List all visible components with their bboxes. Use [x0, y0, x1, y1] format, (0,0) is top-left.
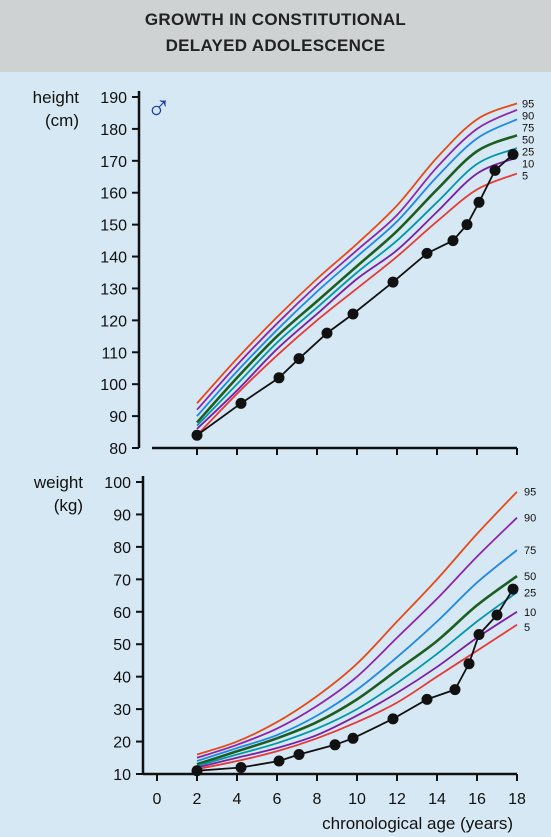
height-patient-point — [461, 219, 473, 231]
weight-x-tick-label: 14 — [428, 791, 446, 808]
height-patient-point — [473, 196, 485, 208]
weight-patient-point — [507, 583, 519, 595]
height-y-tick-label: 100 — [100, 377, 127, 394]
weight-patient-point — [273, 755, 285, 767]
weight-patient-point — [387, 713, 399, 725]
male-symbol-icon: ♂ — [146, 88, 172, 126]
height-percentile-label-50: 50 — [522, 134, 534, 146]
weight-y-tick-label: 100 — [104, 475, 131, 492]
height-percentile-label-10: 10 — [522, 158, 534, 170]
weight-x-tick-label: 10 — [348, 791, 366, 808]
weight-patient-point — [347, 732, 359, 744]
weight-y-tick-label: 90 — [113, 507, 131, 524]
weight-x-tick-label: 18 — [508, 791, 526, 808]
weight-x-tick-label: 16 — [468, 791, 486, 808]
height-y-title-line-2: (cm) — [45, 111, 79, 130]
weight-x-tick-label: 6 — [273, 791, 282, 808]
weight-patient-point — [463, 658, 475, 670]
height-y-tick-label: 140 — [100, 250, 127, 267]
height-patient-point — [321, 327, 333, 339]
height-y-tick-label: 120 — [100, 313, 127, 330]
weight-y-tick-label: 20 — [113, 735, 131, 752]
weight-x-tick-label: 8 — [313, 791, 322, 808]
weight-y-tick-label: 80 — [113, 540, 131, 557]
weight-y-tick-label: 10 — [113, 767, 131, 784]
height-y-title-line-1: height — [33, 88, 80, 107]
height-patient-point — [387, 276, 399, 288]
height-patient-point — [421, 247, 433, 259]
weight-percentile-label-10: 10 — [524, 607, 536, 619]
weight-x-axis-title: chronological age (years) — [322, 814, 513, 833]
chart-title-line-2: DELAYED ADOLESCENCE — [165, 36, 386, 55]
height-percentile-label-90: 90 — [522, 110, 534, 122]
weight-y-tick-label: 30 — [113, 702, 131, 719]
height-patient-point — [235, 397, 247, 409]
weight-patient-point — [191, 765, 203, 777]
weight-patient-point — [449, 684, 461, 696]
height-y-tick-label: 170 — [100, 154, 127, 171]
height-percentile-label-5: 5 — [522, 170, 528, 182]
weight-patient-point — [473, 628, 485, 640]
height-patient-point — [489, 164, 501, 176]
height-patient-point — [447, 235, 459, 247]
height-percentile-label-95: 95 — [522, 98, 534, 110]
height-y-tick-label: 80 — [109, 441, 127, 458]
weight-chart: 10 20 30 40 50 60 70 80 90 100 0 2 4 6 8 10 12 14 16 18 weig… — [33, 473, 536, 833]
weight-percentile-10-line — [196, 611, 518, 769]
weight-y-title-line-1: weight — [33, 473, 83, 492]
weight-percentile-label-75: 75 — [524, 545, 536, 557]
height-percentile-10-line — [196, 156, 518, 430]
weight-percentile-75-line — [196, 549, 518, 762]
height-patient-point — [191, 429, 203, 441]
height-percentile-25-line — [196, 147, 518, 427]
weight-percentile-90-line — [196, 517, 518, 759]
height-percentile-75-line — [196, 118, 518, 417]
weight-percentile-5-line — [196, 624, 518, 771]
weight-y-title-line-2: (kg) — [54, 496, 83, 515]
weight-y-tick-label: 70 — [113, 572, 131, 589]
weight-percentile-label-95: 95 — [524, 487, 536, 499]
chart-title-line-1: GROWTH IN CONSTITUTIONAL — [144, 10, 407, 29]
weight-x-tick-label: 4 — [233, 791, 242, 808]
weight-x-tick-label: 2 — [193, 791, 202, 808]
weight-percentile-25-line — [196, 591, 518, 767]
height-percentile-90-line — [196, 108, 518, 411]
height-percentile-50-line — [196, 134, 518, 424]
height-y-tick-label: 190 — [100, 90, 127, 107]
height-y-tick-label: 160 — [100, 186, 127, 203]
weight-percentile-95-line — [196, 491, 518, 756]
height-percentile-label-25: 25 — [522, 146, 534, 158]
height-percentile-5-line — [196, 172, 518, 436]
weight-percentile-50-line — [196, 575, 518, 766]
height-patient-point — [293, 353, 305, 365]
height-y-tick-label: 110 — [101, 345, 127, 362]
weight-percentile-label-50: 50 — [524, 571, 536, 583]
height-percentile-label-75: 75 — [522, 122, 534, 134]
weight-patient-point — [491, 609, 503, 621]
height-y-tick-label: 180 — [100, 122, 127, 139]
weight-patient-point — [421, 693, 433, 705]
weight-patient-point — [235, 762, 247, 774]
weight-percentile-label-90: 90 — [524, 513, 536, 525]
height-y-tick-label: 130 — [100, 281, 127, 298]
weight-percentile-label-5: 5 — [524, 622, 530, 634]
height-patient-point — [273, 372, 285, 384]
weight-x-tick-label: 0 — [153, 791, 162, 808]
height-chart: 80 90 100 110 120 130 140 150 160 170 180 190 height… — [33, 88, 535, 458]
weight-patient-point — [329, 739, 341, 751]
weight-y-tick-label: 60 — [113, 605, 131, 622]
weight-y-tick-label: 50 — [113, 637, 131, 654]
weight-x-tick-label: 12 — [388, 791, 406, 808]
title-band — [0, 0, 551, 72]
height-patient-point — [507, 148, 519, 160]
weight-y-tick-label: 40 — [113, 670, 131, 687]
height-y-tick-label: 150 — [100, 218, 127, 235]
weight-patient-point — [293, 749, 305, 761]
height-y-tick-label: 90 — [109, 409, 127, 426]
height-percentile-95-line — [196, 102, 518, 404]
weight-percentile-label-25: 25 — [524, 587, 536, 599]
height-patient-point — [347, 308, 359, 320]
